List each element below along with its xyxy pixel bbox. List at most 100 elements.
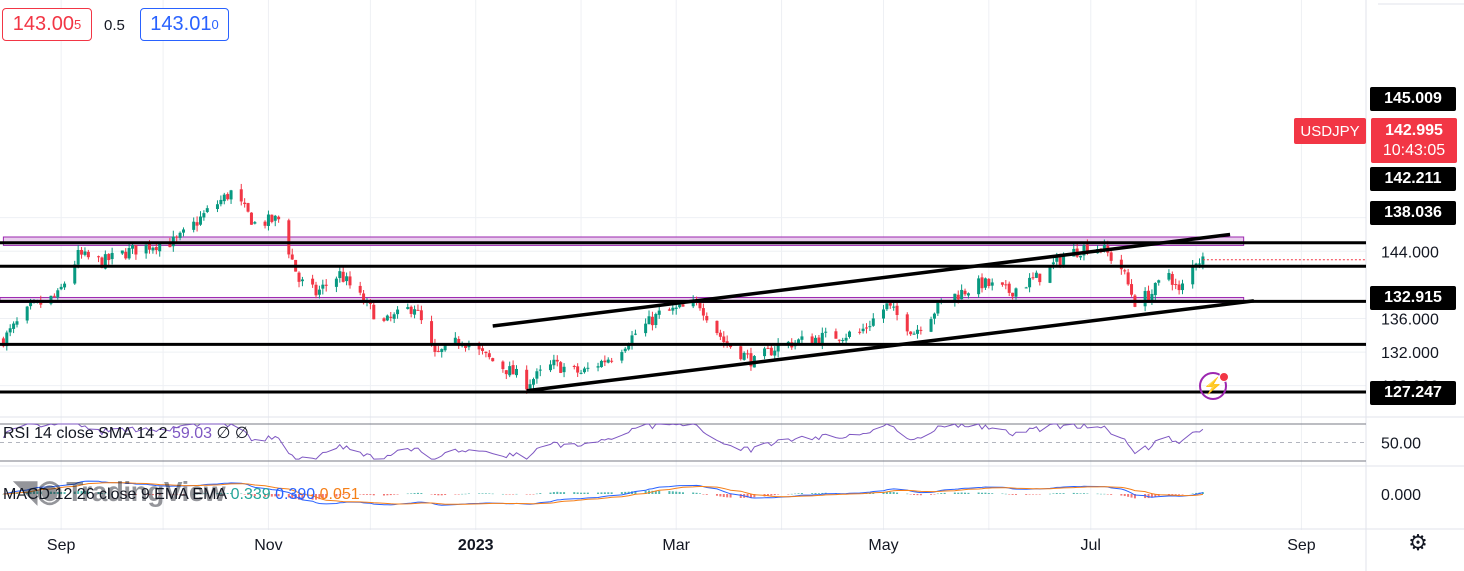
- macd-hist-bar: [338, 494, 341, 496]
- settings-icon[interactable]: ⚙: [1408, 530, 1428, 555]
- macd-hist-bar: [583, 492, 586, 494]
- candle-body: [895, 305, 899, 315]
- macd-hist-bar: [158, 494, 161, 496]
- macd-hist-bar: [1004, 493, 1007, 495]
- candle-body: [1055, 256, 1059, 262]
- zone-0[interactable]: [2, 236, 1245, 246]
- macd-hist-bar: [580, 492, 583, 494]
- macd-hist-bar: [722, 494, 725, 498]
- candle-body: [834, 331, 838, 339]
- macd-hist-bar: [1025, 494, 1028, 495]
- flash-icon[interactable]: ⚡: [1199, 372, 1227, 400]
- candle-body: [436, 350, 440, 352]
- candle-body: [824, 331, 828, 333]
- macd-hist-bar: [467, 493, 470, 495]
- macd-hist-bar: [1035, 494, 1038, 495]
- macd-hist-bar: [671, 491, 674, 494]
- macd-hist-bar: [675, 491, 678, 494]
- macd-hist-bar: [753, 494, 756, 498]
- macd-hist-bar: [1001, 493, 1004, 495]
- rsi-legend[interactable]: RSI 14 close SMA 14 2 59.03 ∅ ∅: [3, 423, 249, 443]
- candle-body: [820, 332, 824, 345]
- candle-body: [909, 331, 913, 335]
- macd-hist-bar: [620, 492, 623, 494]
- macd-legend[interactable]: MACD 12 26 close 9 EMA EMA 0.339 0.390 0…: [3, 486, 360, 504]
- trendline-0[interactable]: [492, 232, 1231, 328]
- candle-body: [623, 348, 627, 352]
- time-axis[interactable]: Sep Nov 2023 Mar May Jul Sep: [47, 537, 1316, 554]
- macd-hist-bar: [692, 492, 695, 494]
- candle-body: [25, 306, 29, 321]
- bid-price: 143.00: [12, 13, 74, 35]
- candles: [1, 183, 1205, 394]
- macd-hist-bar: [100, 493, 103, 494]
- candle-body: [484, 351, 488, 354]
- candle-body: [215, 204, 219, 209]
- tradingview-logo-icon: ◥◉: [14, 475, 63, 508]
- macd-hist-bar: [192, 493, 195, 495]
- macd-hist-bar: [800, 493, 803, 494]
- candle-body: [1147, 290, 1151, 301]
- macd-hist-bar: [484, 493, 487, 494]
- candle-body: [915, 329, 919, 334]
- candle-body: [531, 379, 535, 385]
- macd-hist-bar: [515, 493, 518, 495]
- bid-price-button[interactable]: 143.00 5: [2, 8, 92, 41]
- time-tick-label: 2023: [458, 537, 494, 554]
- candle-body: [559, 362, 563, 373]
- macd-hist-bar: [151, 494, 154, 496]
- rsi-pane[interactable]: 50.00: [0, 423, 1421, 462]
- time-tick-label: Sep: [1287, 537, 1316, 554]
- macd-hist-bar: [597, 492, 600, 494]
- candle-body: [644, 323, 648, 334]
- macd-hist-bar: [658, 490, 661, 494]
- candle-body: [776, 343, 780, 352]
- macd-hist-bar: [63, 492, 66, 494]
- candle-body: [239, 189, 243, 202]
- last-price-tag: 142.995 10:43:05: [1371, 118, 1457, 163]
- ask-price-button[interactable]: 143.01 0: [140, 8, 229, 41]
- candle-body: [633, 333, 637, 335]
- candle-body: [273, 215, 277, 221]
- macd-hist-bar: [416, 492, 419, 494]
- candle-body: [956, 294, 960, 300]
- candle-body: [504, 370, 508, 375]
- macd-hist-bar: [131, 494, 134, 495]
- candle-body: [413, 309, 417, 315]
- time-tick-label: May: [868, 537, 898, 554]
- candle-body: [80, 249, 84, 255]
- macd-hist-bar: [1072, 492, 1075, 494]
- rsi-line: [2, 423, 1204, 460]
- macd-hist-bar: [1076, 493, 1079, 494]
- macd-hist-bar: [603, 492, 606, 494]
- macd-hist-bar: [264, 494, 267, 497]
- macd-hist-bar: [1079, 493, 1082, 494]
- candle-body: [1177, 284, 1181, 291]
- candle-body: [464, 345, 468, 348]
- candle-body: [858, 331, 862, 333]
- candle-body: [205, 208, 209, 212]
- candle-body: [868, 326, 872, 328]
- candle-body: [389, 316, 393, 318]
- macd-hist-bar: [291, 494, 294, 499]
- candle-body: [888, 303, 892, 306]
- rsi-value: 59.03: [171, 425, 213, 442]
- macd-hist-bar: [651, 490, 654, 494]
- macd-pane[interactable]: 0.000: [2, 480, 1421, 506]
- trendline-1[interactable]: [526, 299, 1255, 393]
- candle-body: [864, 327, 868, 329]
- macd-hist-bar: [168, 494, 171, 496]
- candle-body: [487, 353, 491, 358]
- candle-body: [773, 350, 777, 356]
- macd-hist-bar: [977, 492, 980, 494]
- macd-hist-bar: [406, 493, 409, 495]
- candle-body: [409, 306, 413, 314]
- macd-hist-bar: [206, 493, 209, 494]
- candle-body: [681, 304, 685, 307]
- macd-hist-bar: [984, 492, 987, 494]
- macd-hist-bar: [549, 492, 552, 494]
- candle-body: [321, 284, 325, 289]
- candle-body: [39, 301, 43, 305]
- macd-hist-bar: [1120, 494, 1123, 496]
